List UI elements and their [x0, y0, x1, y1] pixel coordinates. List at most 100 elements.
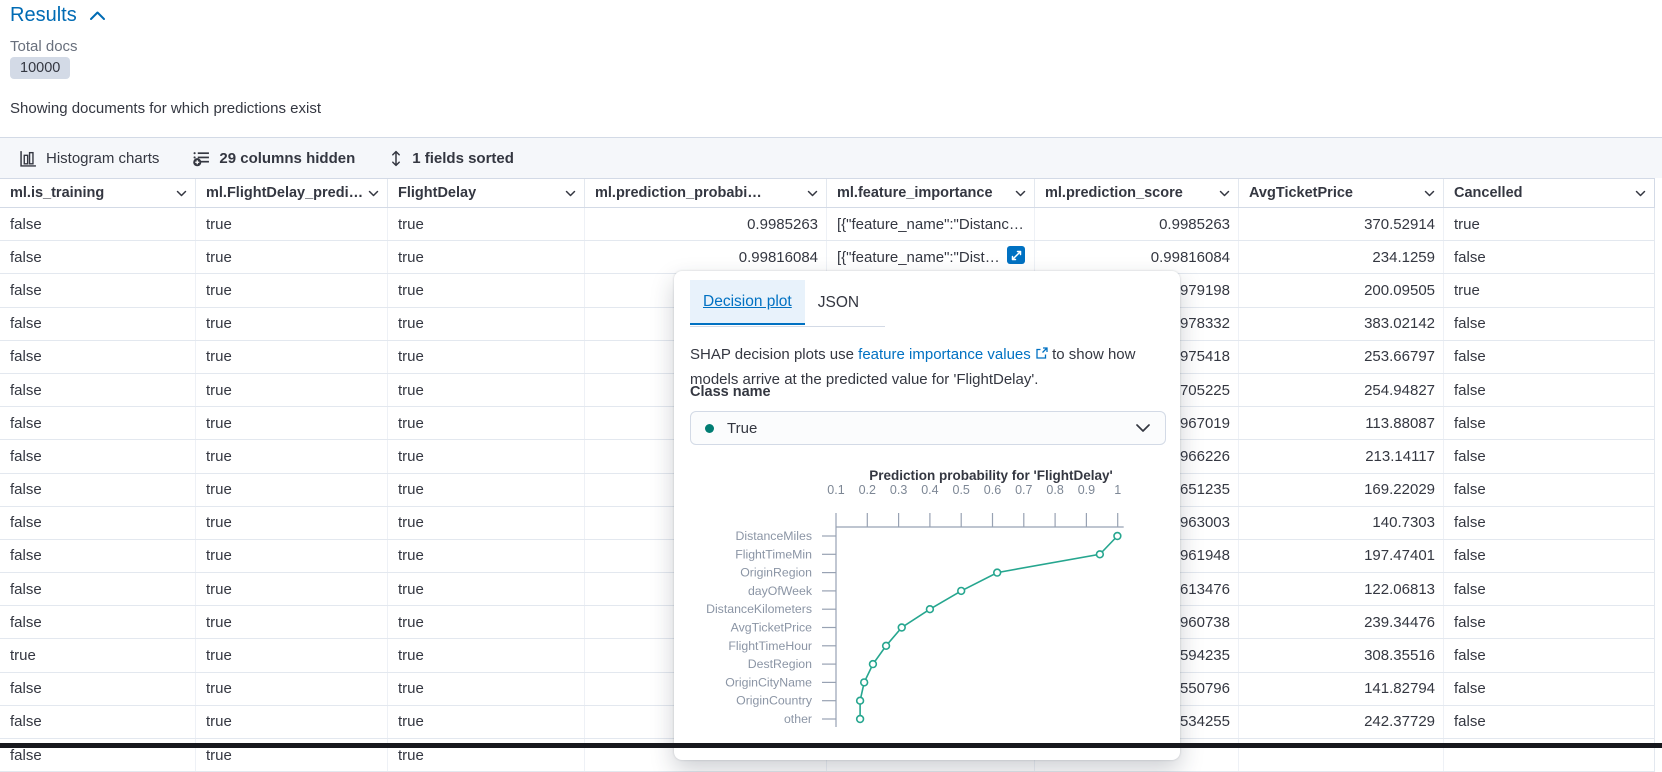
grid-cell[interactable]: 705225: [1035, 373, 1239, 407]
grid-cell[interactable]: false: [1444, 340, 1655, 373]
grid-cell[interactable]: 169.22029: [1239, 473, 1444, 506]
column-header-6[interactable]: AvgTicketPrice: [1239, 179, 1444, 207]
grid-cell[interactable]: false: [1444, 407, 1655, 440]
grid-cell[interactable]: 113.88087: [1239, 407, 1444, 440]
grid-cell[interactable]: 239.34476: [1239, 606, 1444, 639]
grid-cell[interactable]: 613476: [1035, 573, 1239, 606]
grid-cell[interactable]: true: [388, 340, 585, 373]
grid-cell[interactable]: 234.1259: [1239, 241, 1444, 274]
column-chevron-down-icon[interactable]: [1635, 190, 1646, 197]
grid-cell[interactable]: 534255: [1035, 705, 1239, 738]
grid-cell[interactable]: true: [388, 407, 585, 440]
grid-cell[interactable]: 141.82794: [1239, 672, 1444, 705]
column-header-4[interactable]: ml.feature_importance: [827, 179, 1035, 207]
histogram-charts-button[interactable]: Histogram charts: [20, 150, 159, 167]
grid-cell[interactable]: true: [388, 307, 585, 340]
grid-cell[interactable]: 383.02142: [1239, 307, 1444, 340]
grid-cell[interactable]: true: [388, 373, 585, 407]
column-header-7[interactable]: Cancelled: [1444, 179, 1655, 207]
grid-cell[interactable]: false: [1444, 539, 1655, 573]
column-chevron-down-icon[interactable]: [176, 190, 187, 197]
grid-cell[interactable]: 197.47401: [1239, 539, 1444, 573]
grid-cell[interactable]: false: [0, 373, 196, 407]
grid-cell[interactable]: 200.09505: [1239, 274, 1444, 307]
grid-cell[interactable]: 961948: [1035, 539, 1239, 573]
grid-cell[interactable]: true: [196, 241, 388, 274]
results-accordion-toggle[interactable]: Results: [10, 4, 106, 27]
grid-cell[interactable]: false: [1444, 672, 1655, 705]
grid-cell[interactable]: true: [196, 539, 388, 573]
grid-cell[interactable]: true: [196, 208, 388, 241]
grid-cell[interactable]: true: [388, 705, 585, 738]
grid-cell[interactable]: true: [196, 639, 388, 672]
grid-cell[interactable]: true: [196, 506, 388, 539]
grid-cell[interactable]: false: [0, 307, 196, 340]
grid-cell[interactable]: 370.52914: [1239, 208, 1444, 241]
grid-cell[interactable]: true: [196, 440, 388, 473]
grid-cell[interactable]: 308.35516: [1239, 639, 1444, 672]
grid-cell[interactable]: 253.66797: [1239, 340, 1444, 373]
grid-cell[interactable]: 651235: [1035, 473, 1239, 506]
column-chevron-down-icon[interactable]: [1424, 190, 1435, 197]
grid-cell[interactable]: true: [388, 208, 585, 241]
grid-cell[interactable]: false: [1444, 606, 1655, 639]
grid-cell[interactable]: 0.99816084: [1035, 241, 1239, 274]
column-header-5[interactable]: ml.prediction_score: [1035, 179, 1239, 207]
column-chevron-down-icon[interactable]: [368, 190, 379, 197]
grid-cell[interactable]: true: [388, 639, 585, 672]
grid-cell[interactable]: true: [196, 606, 388, 639]
grid-cell[interactable]: false: [1444, 440, 1655, 473]
grid-cell[interactable]: true: [196, 307, 388, 340]
grid-cell[interactable]: false: [0, 440, 196, 473]
grid-cell[interactable]: 963003: [1035, 506, 1239, 539]
grid-cell[interactable]: true: [196, 705, 388, 738]
grid-cell[interactable]: false: [0, 539, 196, 573]
grid-cell[interactable]: 594235: [1035, 639, 1239, 672]
grid-cell[interactable]: 960738: [1035, 606, 1239, 639]
grid-cell[interactable]: [{"feature_name":"Distanc…: [827, 208, 1035, 241]
grid-cell[interactable]: 967019: [1035, 407, 1239, 440]
grid-cell[interactable]: true: [388, 440, 585, 473]
column-chevron-down-icon[interactable]: [1219, 190, 1230, 197]
grid-cell[interactable]: true: [388, 473, 585, 506]
grid-cell[interactable]: false: [1444, 639, 1655, 672]
grid-cell[interactable]: true: [0, 639, 196, 672]
grid-cell[interactable]: false: [0, 208, 196, 241]
grid-cell[interactable]: 0.99816084: [585, 241, 827, 274]
grid-cell[interactable]: 550796: [1035, 672, 1239, 705]
column-header-0[interactable]: ml.is_training: [0, 179, 196, 207]
grid-cell[interactable]: true: [388, 606, 585, 639]
grid-cell[interactable]: true: [1444, 274, 1655, 307]
grid-cell[interactable]: false: [0, 241, 196, 274]
grid-cell[interactable]: false: [0, 473, 196, 506]
grid-cell[interactable]: false: [0, 340, 196, 373]
column-header-2[interactable]: FlightDelay: [388, 179, 585, 207]
grid-cell[interactable]: true: [196, 274, 388, 307]
grid-cell[interactable]: false: [1444, 506, 1655, 539]
grid-cell[interactable]: true: [196, 473, 388, 506]
grid-cell[interactable]: true: [388, 506, 585, 539]
grid-cell[interactable]: 242.37729: [1239, 705, 1444, 738]
grid-cell[interactable]: true: [1444, 208, 1655, 241]
tab-decision-plot[interactable]: Decision plot: [690, 280, 805, 325]
grid-cell[interactable]: false: [0, 506, 196, 539]
grid-cell[interactable]: true: [196, 573, 388, 606]
grid-cell[interactable]: false: [0, 274, 196, 307]
class-name-select[interactable]: True: [690, 411, 1166, 445]
grid-cell[interactable]: true: [196, 672, 388, 705]
tab-json[interactable]: JSON: [817, 293, 860, 311]
grid-cell[interactable]: true: [388, 274, 585, 307]
column-header-3[interactable]: ml.prediction_probabi…: [585, 179, 827, 207]
grid-cell[interactable]: 978332: [1035, 307, 1239, 340]
grid-cell[interactable]: false: [1444, 307, 1655, 340]
grid-cell[interactable]: 254.94827: [1239, 373, 1444, 407]
column-chevron-down-icon[interactable]: [1015, 190, 1026, 197]
grid-cell[interactable]: true: [388, 672, 585, 705]
grid-cell[interactable]: false: [0, 705, 196, 738]
grid-cell[interactable]: false: [0, 606, 196, 639]
grid-cell[interactable]: true: [196, 373, 388, 407]
grid-cell[interactable]: true: [388, 241, 585, 274]
expand-cell-button[interactable]: [1007, 246, 1025, 264]
grid-cell[interactable]: false: [1444, 473, 1655, 506]
grid-cell[interactable]: false: [0, 407, 196, 440]
